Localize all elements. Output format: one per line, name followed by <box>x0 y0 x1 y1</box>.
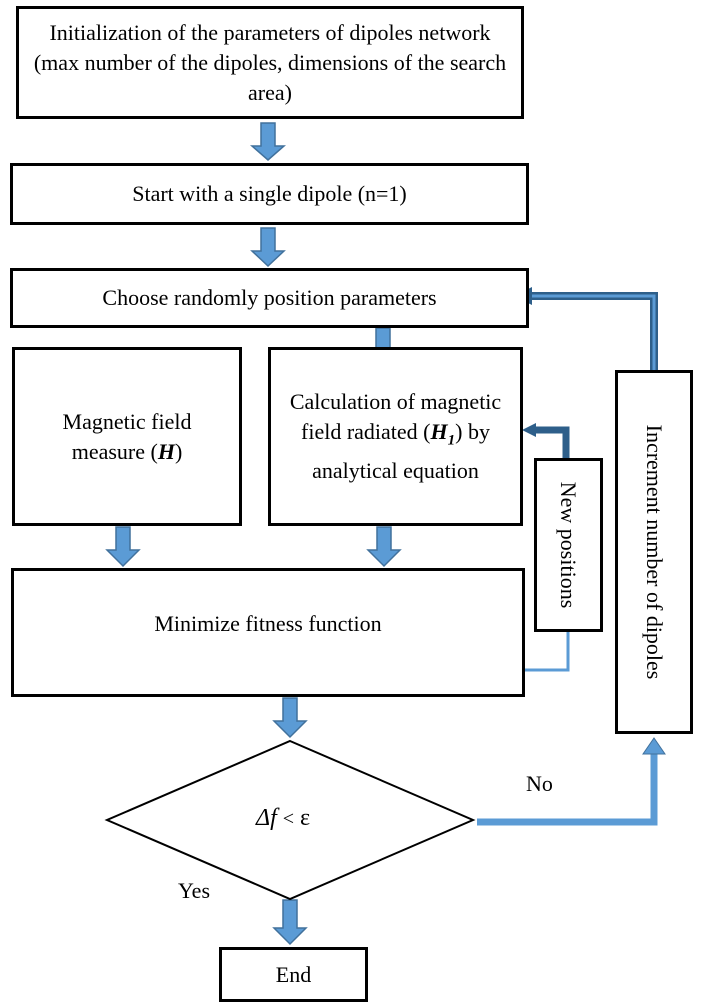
calc-line2: ) by analytical equation <box>312 419 490 483</box>
init-box-text: Initialization of the parameters of dipo… <box>33 19 507 105</box>
end-box-text: End <box>275 961 312 987</box>
measure-symbol: H <box>157 438 175 464</box>
decision-epsilon: ε <box>300 805 311 831</box>
connector-decision-to-increment <box>477 737 666 826</box>
decision-diamond <box>104 739 476 901</box>
minimize-box-text: Minimize fitness function <box>154 610 382 636</box>
increment-text: Increment number of dipoles <box>642 424 667 680</box>
end-box: End <box>219 947 368 1002</box>
increment-box <box>615 370 693 734</box>
calc-box-text: Calculation of magnetic field radiated (… <box>283 387 508 485</box>
measure-box: Magnetic field measure (H) <box>12 347 242 526</box>
connector-increment-to-choose <box>514 287 658 370</box>
choose-box-text: Choose randomly position parameters <box>102 285 437 310</box>
arrow-init-to-start <box>250 122 286 161</box>
choose-box: Choose randomly position parameters <box>10 268 529 328</box>
measure-box-text: Magnetic field measure (H) <box>35 407 219 467</box>
arrow-start-to-choose <box>250 227 286 268</box>
start-box-text: Start with a single dipole (n=1) <box>132 181 407 206</box>
minimize-box: Minimize fitness function <box>11 568 525 697</box>
arrow-calc-to-minimize <box>366 526 402 568</box>
yes-label: Yes <box>178 878 211 903</box>
new-positions-box <box>534 458 603 632</box>
no-label: No <box>526 771 553 796</box>
decision-op: < <box>282 808 295 830</box>
measure-text: Magnetic field measure ( <box>62 408 192 464</box>
decision-delta: Δf <box>256 805 277 831</box>
arrow-decision-to-end <box>272 899 308 946</box>
arrow-minimize-to-decision <box>272 697 308 739</box>
calc-box: Calculation of magnetic field radiated (… <box>268 347 523 526</box>
calc-subscript: 1 <box>447 432 456 449</box>
arrow-measure-to-minimize <box>105 526 141 568</box>
start-box: Start with a single dipole (n=1) <box>10 163 529 225</box>
new-positions-text: New positions <box>556 481 581 609</box>
init-box: Initialization of the parameters of dipo… <box>16 6 524 119</box>
calc-symbol: H <box>430 419 448 445</box>
measure-suffix: ) <box>174 438 183 464</box>
connector-new-positions-to-calc <box>522 423 570 462</box>
calc-line1: Calculation of magnetic field radiated ( <box>289 389 502 445</box>
decision-condition: Δf < ε <box>256 805 310 832</box>
